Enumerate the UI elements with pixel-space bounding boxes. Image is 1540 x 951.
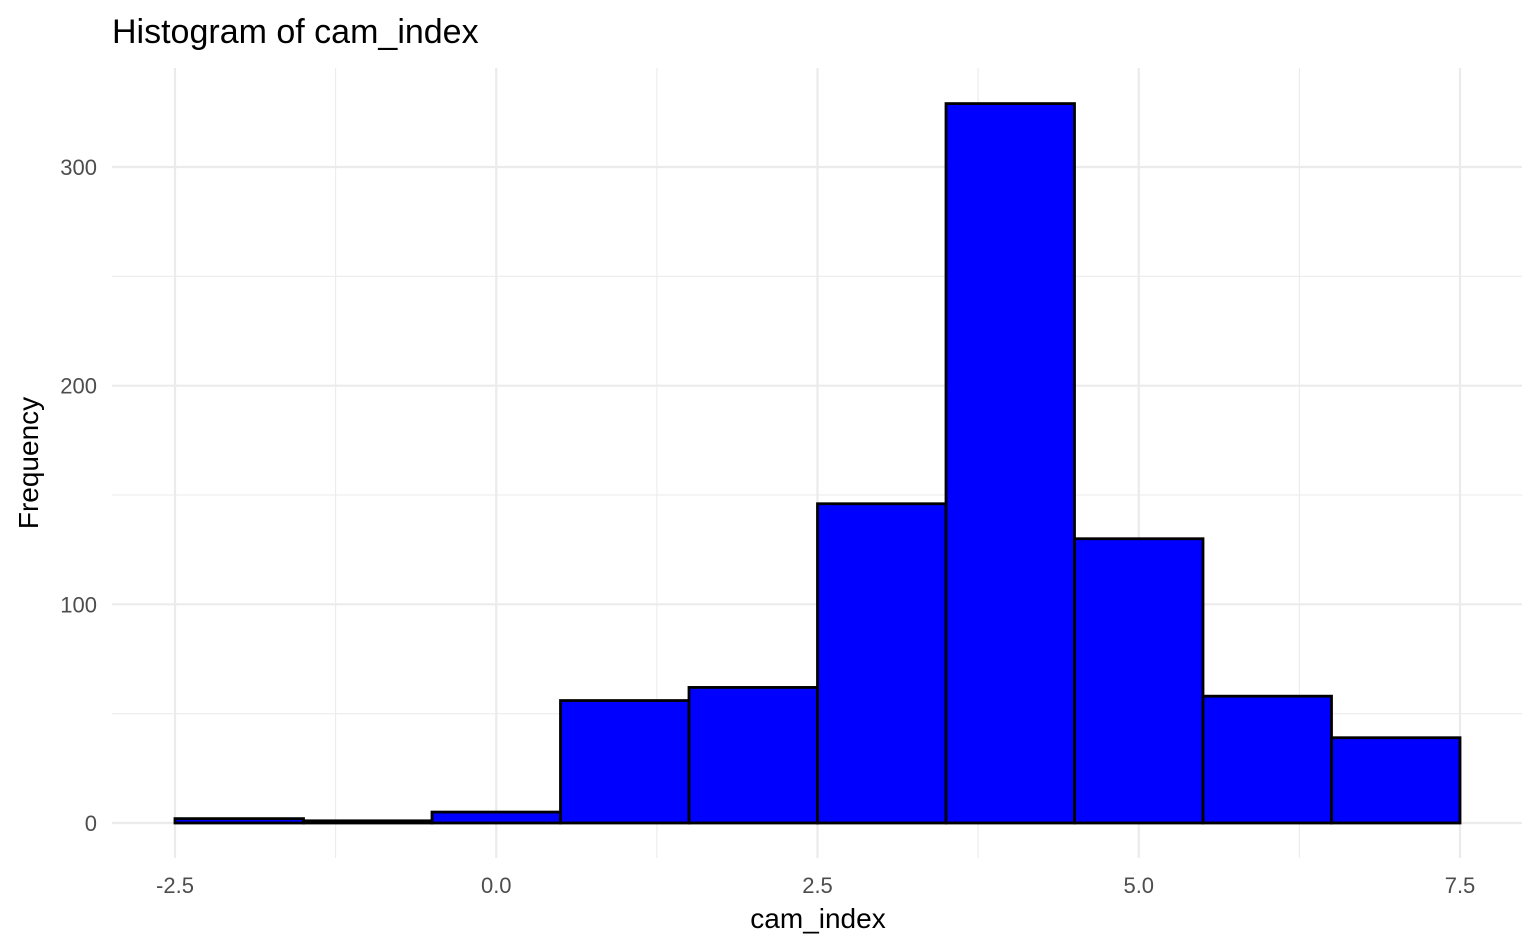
histogram-bar — [559, 699, 691, 825]
x-tick-label: 7.5 — [1445, 873, 1476, 898]
x-axis-ticks: -2.5 0.0 2.5 5.0 7.5 — [156, 873, 1475, 898]
x-tick-label: 2.5 — [802, 873, 833, 898]
histogram-bar — [302, 819, 434, 825]
y-tick-label: 300 — [60, 155, 97, 180]
histogram-bar — [430, 810, 562, 825]
x-axis-title: cam_index — [750, 903, 885, 934]
histogram-bar — [816, 502, 948, 825]
x-tick-label: -2.5 — [156, 873, 194, 898]
y-tick-label: 0 — [85, 811, 97, 836]
histogram-bar — [1073, 537, 1205, 825]
x-tick-label: 5.0 — [1123, 873, 1154, 898]
histogram-bar — [173, 817, 305, 825]
histogram-bar — [944, 102, 1076, 825]
histogram-bar — [1330, 736, 1462, 825]
y-tick-label: 100 — [60, 592, 97, 617]
histogram-bar — [1201, 694, 1333, 825]
y-axis-title: Frequency — [13, 397, 44, 529]
x-tick-label: 0.0 — [481, 873, 512, 898]
y-tick-label: 200 — [60, 374, 97, 399]
histogram-bar — [687, 686, 819, 825]
y-axis-ticks: 0 100 200 300 — [60, 155, 97, 836]
bars — [173, 102, 1462, 825]
chart-title: Histogram of cam_index — [112, 13, 479, 51]
